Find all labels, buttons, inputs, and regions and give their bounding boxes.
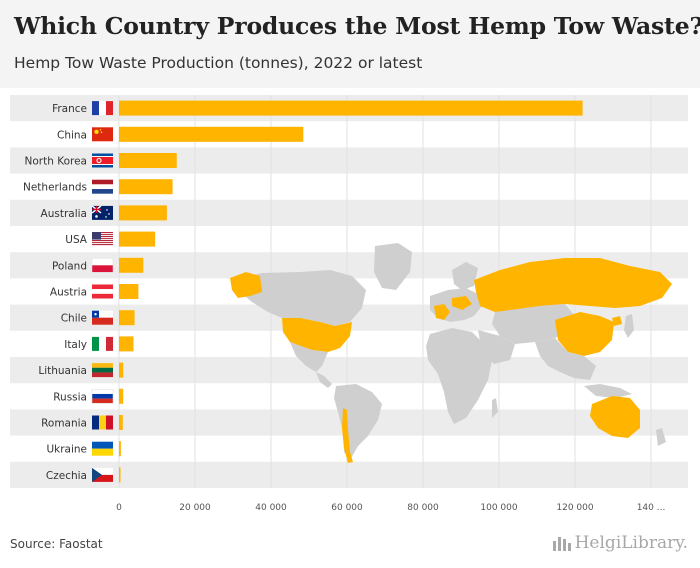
map-india-se-asia bbox=[535, 338, 596, 380]
bar-poland bbox=[119, 257, 144, 273]
category-label: Netherlands bbox=[23, 182, 87, 194]
bar-chart: France China North Korea Netherlands Austral… bbox=[10, 95, 688, 513]
bar-france bbox=[119, 100, 583, 116]
category-label: Chile bbox=[61, 313, 87, 325]
category-label: Austria bbox=[50, 287, 87, 299]
map-usa bbox=[282, 318, 352, 352]
library-icon bbox=[552, 537, 571, 551]
x-axis-ticks: 0 20 000 40 000 60 000 80 000 100 000 120 000 1… bbox=[116, 503, 665, 513]
category-label: Russia bbox=[53, 391, 87, 403]
category-label: USA bbox=[65, 234, 88, 246]
map-australia bbox=[590, 396, 640, 438]
bar-russia bbox=[119, 388, 124, 404]
australia-flag-icon bbox=[91, 205, 113, 220]
map-north-korea bbox=[612, 316, 622, 326]
brand-logo: HelgiLibrary. bbox=[552, 533, 688, 553]
x-tick-label: 20 000 bbox=[179, 503, 211, 513]
map-alaska bbox=[230, 272, 262, 298]
bar-china bbox=[119, 126, 304, 142]
category-label: Czechia bbox=[46, 470, 87, 482]
map-france bbox=[434, 304, 450, 320]
usa-flag-icon bbox=[92, 232, 113, 247]
map-south-america bbox=[334, 384, 382, 460]
bar-usa bbox=[119, 231, 156, 247]
category-label: Romania bbox=[41, 418, 87, 430]
category-label: Italy bbox=[64, 339, 87, 351]
flags bbox=[91, 101, 114, 482]
china-flag-icon bbox=[92, 127, 113, 142]
netherlands-flag-icon bbox=[92, 179, 113, 194]
category-label: North Korea bbox=[25, 156, 87, 168]
bar-austria bbox=[119, 284, 139, 299]
bar-italy bbox=[119, 336, 134, 352]
lithuania-flag-icon bbox=[92, 363, 113, 378]
category-label: Poland bbox=[52, 260, 87, 272]
map-central-asia bbox=[492, 304, 575, 344]
map-madagascar bbox=[492, 398, 498, 418]
header-band: Which Country Produces the Most Hemp Tow… bbox=[0, 0, 700, 88]
france-flag-icon bbox=[92, 101, 113, 116]
map-russia bbox=[474, 258, 672, 312]
category-label: Ukraine bbox=[46, 444, 87, 456]
category-label: China bbox=[57, 129, 87, 141]
poland-flag-icon bbox=[91, 258, 114, 273]
russia-flag-icon bbox=[91, 389, 114, 404]
north-korea-flag-icon bbox=[92, 153, 113, 168]
x-tick-label: 140 ... bbox=[637, 503, 666, 513]
bar-netherlands bbox=[119, 179, 173, 195]
bars bbox=[119, 100, 583, 483]
romania-flag-icon bbox=[92, 415, 113, 430]
ukraine-flag-icon bbox=[92, 441, 113, 456]
bar-lithuania bbox=[119, 362, 124, 378]
map-greenland bbox=[374, 243, 412, 290]
map-japan bbox=[624, 314, 634, 338]
map-mexico bbox=[290, 342, 328, 372]
x-tick-label: 120 000 bbox=[556, 503, 593, 513]
x-tick-label: 60 000 bbox=[331, 503, 363, 513]
map-poland-region bbox=[452, 296, 472, 310]
category-label: France bbox=[52, 103, 87, 115]
bar-czechia bbox=[119, 467, 121, 483]
italy-flag-icon bbox=[92, 336, 113, 351]
x-tick-label: 100 000 bbox=[480, 503, 517, 513]
map-china bbox=[555, 312, 614, 356]
austria-flag-icon bbox=[92, 284, 113, 299]
chart-subtitle: Hemp Tow Waste Production (tonnes), 2022… bbox=[14, 54, 423, 72]
map-canada-alaska bbox=[232, 270, 366, 326]
chart-title: Which Country Produces the Most Hemp Tow… bbox=[14, 12, 700, 40]
category-labels: France China North Korea Netherlands Austral… bbox=[23, 103, 88, 482]
map-chile bbox=[342, 408, 353, 463]
world-map bbox=[230, 243, 672, 463]
map-new-zealand bbox=[656, 428, 666, 446]
map-africa bbox=[426, 328, 492, 424]
map-scandinavia bbox=[452, 262, 478, 290]
bar-romania bbox=[119, 415, 123, 430]
bar-north-korea bbox=[119, 153, 177, 168]
x-tick-label: 0 bbox=[116, 503, 122, 513]
source-note: Source: Faostat bbox=[10, 537, 103, 551]
bar-chile bbox=[119, 310, 135, 326]
category-label: Lithuania bbox=[38, 365, 87, 377]
bar-ukraine bbox=[119, 441, 121, 457]
category-label: Australia bbox=[41, 208, 87, 220]
x-tick-label: 80 000 bbox=[407, 503, 439, 513]
brand-name: HelgiLibrary. bbox=[574, 533, 688, 553]
x-tick-label: 40 000 bbox=[255, 503, 287, 513]
czechia-flag-icon bbox=[92, 467, 113, 482]
chile-flag-icon bbox=[92, 310, 113, 325]
map-indonesia bbox=[584, 384, 632, 398]
bar-australia bbox=[119, 205, 167, 221]
map-central-america bbox=[316, 372, 332, 388]
